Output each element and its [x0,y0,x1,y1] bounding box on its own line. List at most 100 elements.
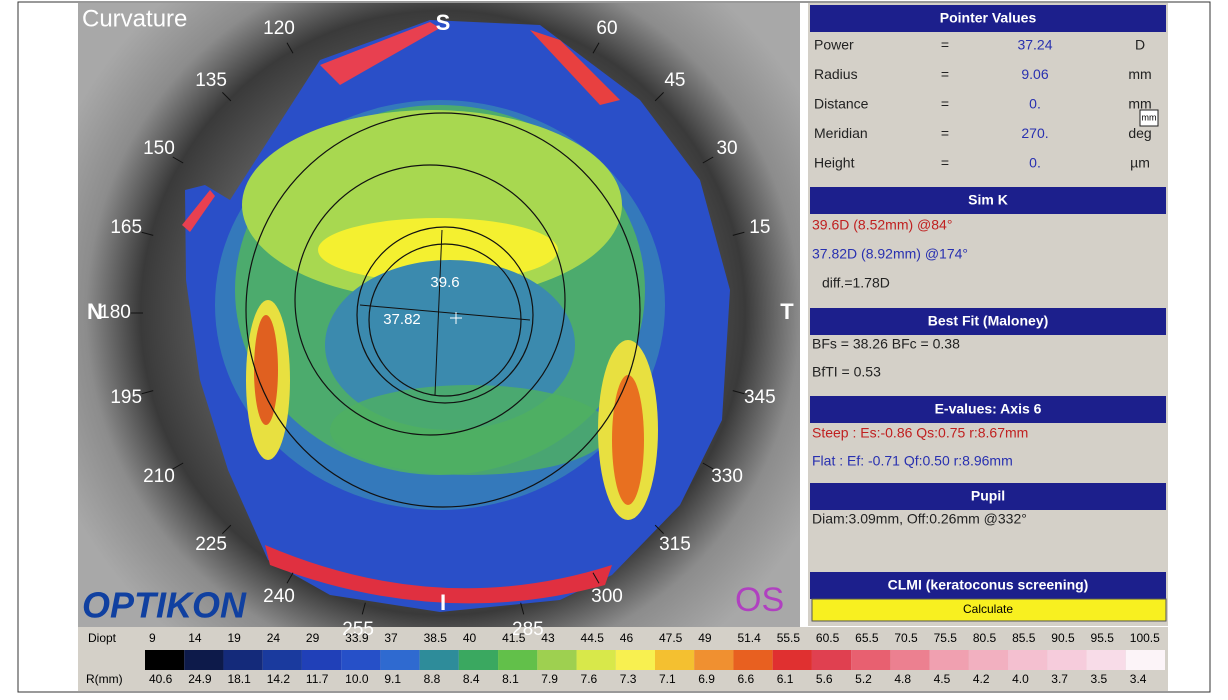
color-swatch [302,650,341,670]
meridian-label: 165 [110,217,142,238]
pointer-value-cell: Height [814,154,855,170]
r-value: 14.2 [267,672,291,686]
section-line: diff.=1.78D [822,275,890,291]
diopt-value: 9 [149,631,156,645]
r-value: 6.6 [737,672,754,686]
diopt-value: 33.9 [345,631,369,645]
pointer-value-cell: µm [1130,154,1150,170]
meridian-label: 135 [195,70,227,91]
r-value: 5.2 [855,672,872,686]
pointer-value-cell: Radius [814,66,858,82]
diopt-value: 75.5 [934,631,958,645]
r-value: 6.1 [777,672,794,686]
r-value: 10.0 [345,672,369,686]
color-swatch [890,650,929,670]
r-value: 7.9 [541,672,558,686]
meridian-label: 150 [143,138,175,159]
color-swatch [341,650,380,670]
orientation-label: S [436,10,451,35]
topography-screen: Curvature1206013545150301651518034519533… [0,0,1228,695]
pointer-value-cell: D [1135,37,1145,53]
section-line: 39.6D (8.52mm) @84° [812,217,952,233]
map-title: Curvature [82,5,187,32]
diopt-value: 60.5 [816,631,840,645]
meridian-label: 30 [716,138,737,159]
color-swatch [263,650,302,670]
r-label: R(mm) [86,672,123,686]
section-title: Pointer Values [940,10,1037,26]
color-swatch [1087,650,1126,670]
diopt-value: 51.4 [737,631,761,645]
section-title: CLMI (keratoconus screening) [888,577,1089,593]
diopt-value: 14 [188,631,202,645]
color-swatch [184,650,223,670]
meridian-label: 210 [143,466,175,487]
pointer-value-cell: deg [1128,125,1151,141]
calculate-label: Calculate [963,602,1013,616]
section-title: Best Fit (Maloney) [928,313,1049,329]
section-title: E-values: Axis 6 [935,401,1042,417]
diopt-value: 80.5 [973,631,997,645]
pointer-value-cell: = [941,154,949,170]
section-line: 37.82D (8.92mm) @174° [812,246,968,262]
diopt-value: 29 [306,631,320,645]
meridian-label: 225 [195,534,227,555]
r-value: 5.6 [816,672,833,686]
diopt-value: 41.5 [502,631,526,645]
pointer-value-cell: mm [1128,96,1151,112]
orientation-label: N [87,299,103,324]
color-swatch [459,650,498,670]
meridian-label: 195 [110,387,142,408]
r-value: 24.9 [188,672,212,686]
meridian-label: 60 [596,18,617,39]
section-line: Steep : Es:-0.86 Qs:0.75 r:8.67mm [812,425,1028,441]
diopt-value: 37 [384,631,398,645]
diopt-value: 100.5 [1130,631,1160,645]
color-swatch [223,650,262,670]
color-swatch [851,650,890,670]
diopt-value: 95.5 [1091,631,1115,645]
meridian-label: 240 [263,586,295,607]
r-value: 18.1 [227,672,251,686]
pointer-value-cell: = [941,66,949,82]
r-value: 7.1 [659,672,676,686]
section-line: Diam:3.09mm, Off:0.26mm @332° [812,511,1027,527]
color-swatch [1047,650,1086,670]
r-value: 8.4 [463,672,480,686]
r-value: 7.3 [620,672,637,686]
diopt-value: 70.5 [894,631,918,645]
diopt-value: 19 [227,631,241,645]
r-value: 4.5 [934,672,951,686]
pointer-value-cell: Meridian [814,125,868,141]
section-title: Pupil [971,488,1005,504]
r-value: 7.6 [581,672,598,686]
pointer-value-cell: = [941,37,949,53]
diopt-value: 90.5 [1051,631,1075,645]
r-value: 3.5 [1091,672,1108,686]
meridian-label: 345 [744,387,776,408]
page: Curvature1206013545150301651518034519533… [0,0,1228,700]
meridian-label: 15 [749,217,770,238]
pointer-value-cell: 0. [1029,154,1041,170]
color-swatch [380,650,419,670]
r-value: 11.7 [306,672,329,686]
r-value: 4.2 [973,672,990,686]
r-value: 8.1 [502,672,519,686]
logo: OPTIKON [82,585,247,626]
pointer-value-cell: 37.24 [1017,37,1052,53]
diopt-label: Diopt [88,631,117,645]
pointer-value-cell: 0. [1029,96,1041,112]
pointer-value-cell: Power [814,37,854,53]
section-line: Flat : Ef: -0.71 Qf:0.50 r:8.96mm [812,453,1013,469]
section-line: BFs = 38.26 BFc = 0.38 [812,336,960,352]
color-swatch [577,650,616,670]
color-swatch [420,650,459,670]
diopt-value: 49 [698,631,712,645]
diopt-value: 24 [267,631,281,645]
color-swatch [537,650,576,670]
diopt-value: 44.5 [581,631,605,645]
color-swatch [773,650,812,670]
color-swatch [812,650,851,670]
color-swatch [616,650,655,670]
color-swatch [498,650,537,670]
